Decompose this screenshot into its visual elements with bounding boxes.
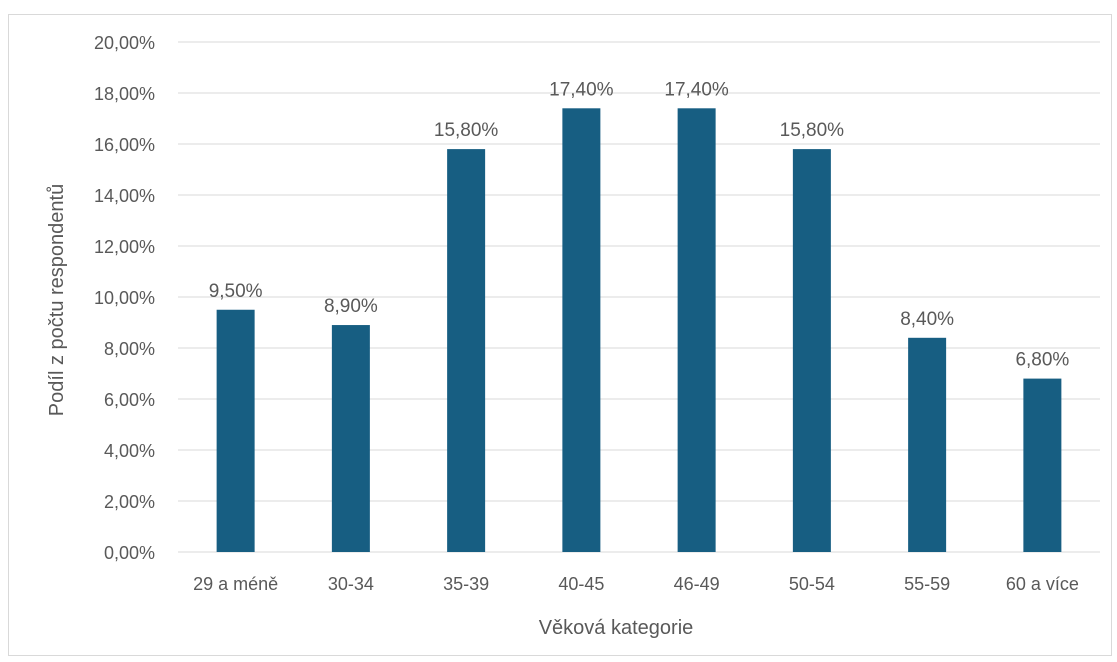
data-label: 8,40% (900, 309, 954, 330)
data-label: 8,90% (324, 296, 378, 317)
x-tick-label: 46-49 (674, 574, 720, 594)
y-tick-label: 18,00% (94, 84, 155, 104)
bar (677, 108, 716, 553)
bar (447, 149, 486, 552)
x-tick-label: 35-39 (443, 574, 489, 594)
y-tick-label: 6,00% (104, 390, 155, 410)
x-tick-label: 40-45 (558, 574, 604, 594)
y-tick-label: 20,00% (94, 33, 155, 53)
y-tick-label: 16,00% (94, 135, 155, 155)
data-label: 9,50% (209, 281, 263, 302)
data-label: 15,80% (780, 120, 845, 141)
data-labels: 9,50% 8,90% 15,80% 17,40% 17,40% 15,80% 8,40% 6… (209, 79, 1070, 370)
y-axis-title: Podíl z počtu respondentů (46, 184, 68, 416)
y-axis-tick-labels: 0,00% 2,00% 4,00% 6,00% 8,00% 10,00% 12,00% 14,… (94, 33, 155, 563)
x-axis-title: Věková kategorie (539, 617, 694, 639)
y-tick-label: 8,00% (104, 339, 155, 359)
bar (1023, 378, 1062, 552)
y-tick-label: 0,00% (104, 543, 155, 563)
y-tick-label: 4,00% (104, 441, 155, 461)
gridlines (178, 41, 1100, 553)
x-tick-label: 29 a méně (193, 574, 278, 594)
x-tick-label: 55-59 (904, 574, 950, 594)
bar (216, 309, 255, 552)
data-label: 17,40% (664, 79, 729, 100)
bar (792, 149, 831, 552)
bars (216, 108, 1062, 553)
data-label: 17,40% (549, 79, 614, 100)
x-tick-label: 30-34 (328, 574, 374, 594)
y-tick-label: 14,00% (94, 186, 155, 206)
x-axis-tick-labels: 29 a méně 30-34 35-39 40-45 46-49 50-54 55-59 6… (193, 574, 1079, 594)
bar (908, 337, 947, 552)
bar (331, 325, 370, 552)
x-tick-label: 60 a více (1006, 574, 1079, 594)
bar (562, 108, 601, 553)
y-tick-label: 10,00% (94, 288, 155, 308)
data-label: 6,80% (1015, 350, 1069, 371)
data-label: 15,80% (434, 120, 499, 141)
y-tick-label: 12,00% (94, 237, 155, 257)
y-tick-label: 2,00% (104, 492, 155, 512)
x-tick-label: 50-54 (789, 574, 835, 594)
